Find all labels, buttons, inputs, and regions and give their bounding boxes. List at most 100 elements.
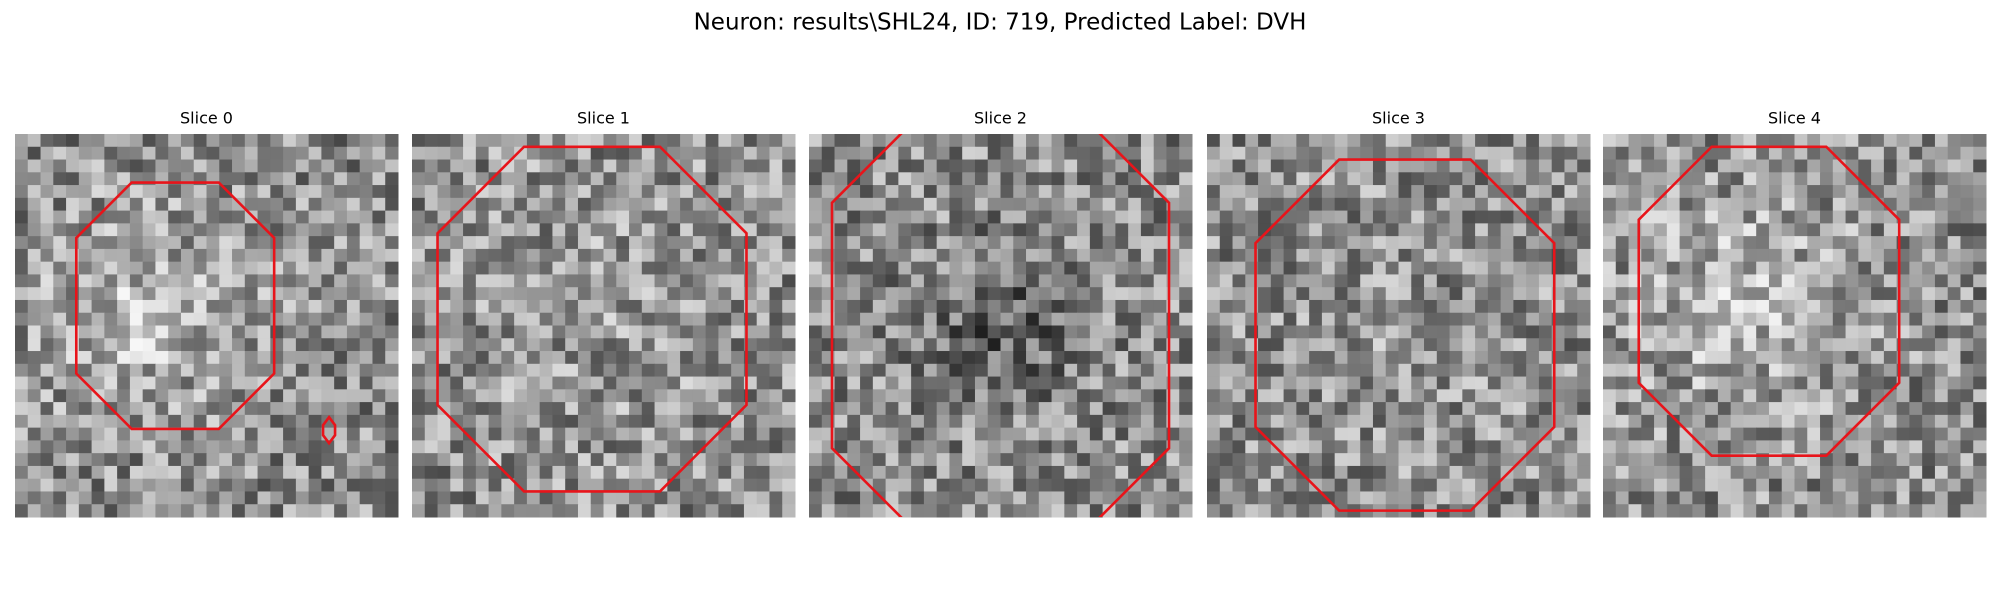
pixel [244, 414, 259, 429]
pixel [1909, 389, 1923, 403]
pixel [949, 414, 963, 429]
pixel [1500, 261, 1514, 275]
pixel [91, 159, 105, 173]
pixel [424, 402, 439, 416]
pixel [155, 261, 169, 275]
pixel [552, 172, 566, 186]
pixel [1449, 338, 1463, 352]
pixel [372, 453, 386, 467]
pixel [501, 299, 515, 314]
pixel [412, 338, 426, 352]
pixel [244, 402, 259, 416]
pixel [321, 185, 335, 199]
pixel [1947, 389, 1961, 403]
pixel [1347, 197, 1361, 212]
pixel [1321, 312, 1336, 326]
pixel [1654, 172, 1668, 186]
pixel [1283, 146, 1297, 161]
pixel [1424, 236, 1438, 250]
pixel [475, 402, 490, 416]
pixel [936, 389, 950, 403]
pixel [1973, 338, 1987, 352]
pixel [1245, 504, 1259, 518]
pixel [1743, 376, 1757, 390]
pixel [1207, 376, 1221, 390]
pixel [872, 223, 887, 237]
pixel [1449, 351, 1463, 365]
pixel [1743, 312, 1757, 326]
pixel [257, 146, 271, 161]
pixel [244, 146, 259, 161]
pixel [193, 376, 207, 390]
pixel [756, 465, 770, 480]
pixel [180, 223, 195, 237]
pixel [565, 376, 579, 390]
pixel [1385, 248, 1399, 263]
pixel [1283, 414, 1297, 429]
pixel [1666, 248, 1681, 263]
pixel [809, 338, 823, 352]
pixel [1654, 453, 1668, 467]
pixel [1500, 287, 1514, 301]
pixel [1487, 248, 1502, 263]
pixel [885, 223, 899, 237]
pixel [372, 159, 386, 173]
pixel [782, 248, 796, 263]
pixel [629, 338, 643, 352]
pixel [66, 427, 80, 441]
pixel [1730, 299, 1744, 314]
pixel [1679, 465, 1693, 480]
pixel [1232, 223, 1246, 237]
pixel [359, 478, 373, 492]
pixel [898, 504, 912, 518]
pixel [437, 312, 451, 326]
pixel [359, 504, 373, 518]
pixel [1922, 197, 1936, 212]
pixel [104, 478, 118, 492]
pixel [860, 453, 874, 467]
pixel [244, 261, 259, 275]
pixel [526, 504, 541, 518]
pixel [1051, 376, 1065, 390]
pixel [552, 504, 566, 518]
pixel [1321, 159, 1336, 173]
pixel [308, 414, 322, 429]
pixel [91, 223, 105, 237]
pixel [1564, 223, 1578, 237]
pixel [1705, 197, 1719, 212]
pixel [1411, 491, 1425, 505]
pixel [962, 248, 976, 263]
pixel [437, 376, 451, 390]
pixel [1794, 223, 1808, 237]
pixel [283, 427, 297, 441]
pixel [885, 389, 899, 403]
pixel [1973, 427, 1987, 441]
pixel [1551, 453, 1565, 467]
pixel [1026, 491, 1040, 505]
pixel [616, 134, 630, 148]
pixel [1756, 274, 1770, 288]
pixel [359, 440, 373, 454]
pixel [1296, 248, 1310, 263]
pixel [372, 223, 386, 237]
pixel [91, 504, 105, 518]
pixel [1296, 389, 1310, 403]
pixel [1013, 402, 1027, 416]
pixel [769, 236, 783, 250]
pixel [1705, 376, 1719, 390]
pixel [1424, 159, 1438, 173]
pixel [1947, 440, 1961, 454]
pixel [974, 389, 989, 403]
pixel [412, 453, 426, 467]
pixel [1166, 453, 1180, 467]
pixel [1654, 504, 1668, 518]
pixel [872, 197, 887, 212]
pixel [1500, 338, 1514, 352]
pixel [692, 261, 707, 275]
pixel [1883, 478, 1898, 492]
pixel [514, 427, 528, 441]
pixel [1089, 274, 1104, 288]
pixel [206, 363, 220, 378]
pixel [1449, 172, 1463, 186]
pixel [526, 312, 541, 326]
